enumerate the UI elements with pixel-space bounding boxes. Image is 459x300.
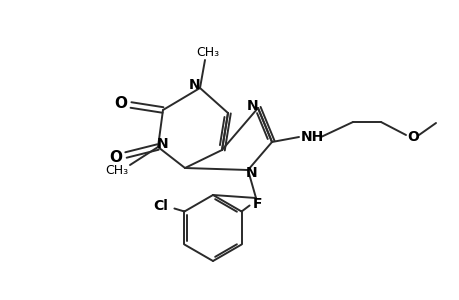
Text: N: N (157, 137, 168, 151)
Text: CH₃: CH₃ (196, 46, 219, 59)
Text: Cl: Cl (153, 200, 168, 214)
Text: CH₃: CH₃ (105, 164, 128, 176)
Text: O: O (109, 149, 122, 164)
Text: N: N (246, 99, 258, 113)
Text: N: N (246, 166, 257, 180)
Text: NH: NH (300, 130, 323, 144)
Text: N: N (189, 78, 201, 92)
Text: O: O (406, 130, 418, 144)
Text: O: O (114, 95, 127, 110)
Text: F: F (252, 196, 262, 211)
